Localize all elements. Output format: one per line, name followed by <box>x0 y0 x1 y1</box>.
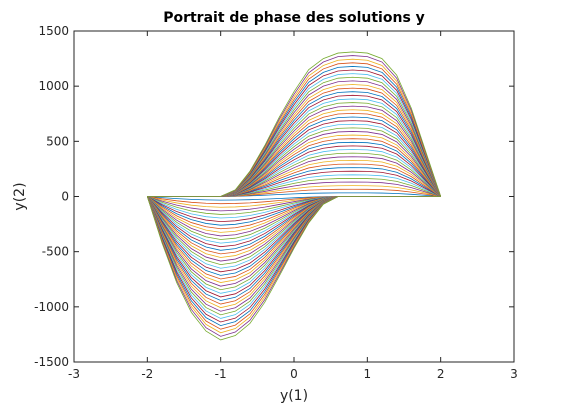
series-line-upper <box>147 181 441 197</box>
x-axis-label: y(1) <box>280 388 308 404</box>
x-tick-label: -1 <box>215 367 227 381</box>
series-line-upper <box>147 170 441 197</box>
series-line-lower <box>147 196 441 212</box>
y-tick-label: -1000 <box>34 300 69 314</box>
series-layer <box>146 51 442 341</box>
y-tick-label: 1500 <box>38 24 69 38</box>
chart-title: Portrait de phase des solutions y <box>163 10 425 26</box>
y-tick-label: 500 <box>46 134 69 148</box>
y-tick-label: 0 <box>61 190 69 204</box>
ticks-layer: -3 -2 -1 0 1 2 3 -1500 -1000 -500 0 500 1000 1500 <box>34 24 518 381</box>
series-line-lower <box>146 196 441 305</box>
series-line-upper <box>147 192 441 197</box>
x-tick-label: 3 <box>510 367 518 381</box>
y-axis-label: y(2) <box>12 182 28 210</box>
x-tick-label: -2 <box>141 367 153 381</box>
x-tick-label: -3 <box>68 367 80 381</box>
y-tick-label: 1000 <box>38 79 69 93</box>
x-tick-label: 0 <box>290 367 298 381</box>
series-line-lower <box>147 196 441 201</box>
axes-box <box>73 30 515 363</box>
series-line-upper <box>147 167 441 197</box>
y-tick-label: -500 <box>42 245 69 259</box>
series-line-lower <box>146 196 441 341</box>
series-line-upper <box>147 120 442 197</box>
y-tick-label: -1500 <box>34 355 69 369</box>
series-line-upper <box>147 84 442 197</box>
series-line-upper <box>147 51 442 197</box>
x-tick-label: 1 <box>364 367 372 381</box>
x-tick-label: 2 <box>437 367 445 381</box>
series-line-upper <box>147 188 441 197</box>
